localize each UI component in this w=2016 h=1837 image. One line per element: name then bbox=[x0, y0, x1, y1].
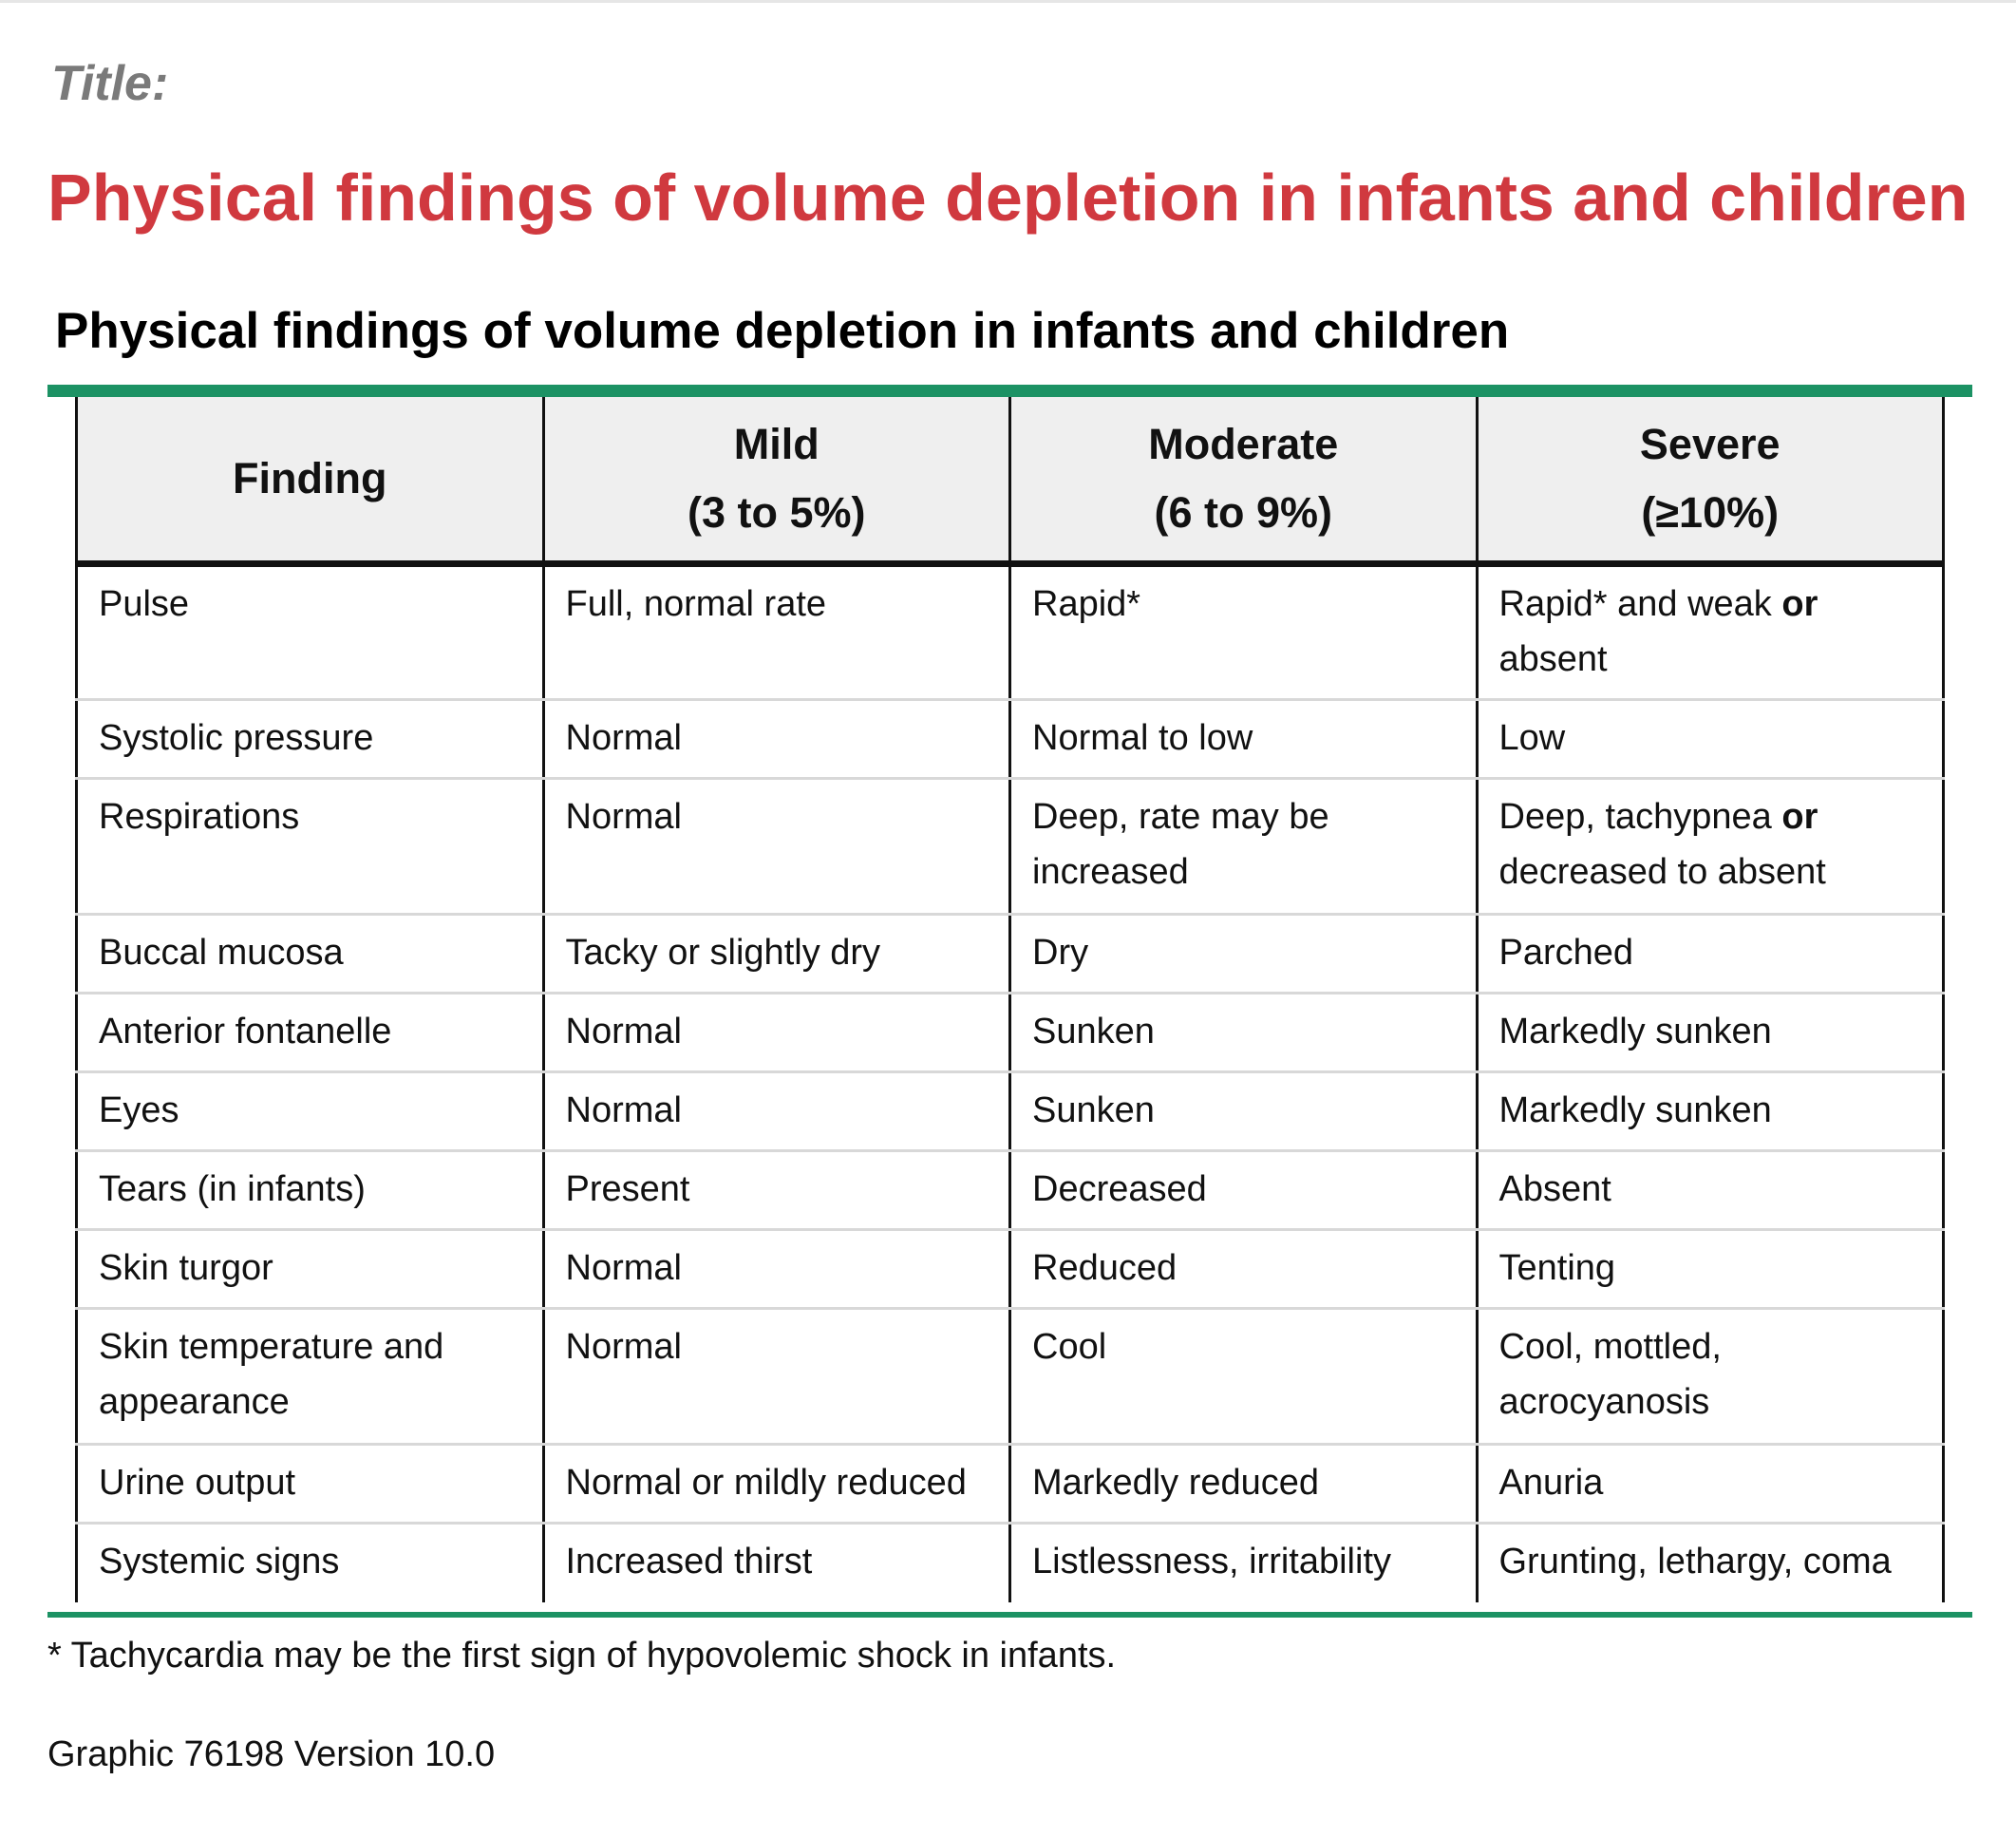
cell-severe: Low bbox=[1475, 699, 1945, 780]
cell-severe-conjunction: or bbox=[1781, 797, 1818, 837]
cell-finding-text: Skin temperature and bbox=[99, 1327, 444, 1367]
cell-mild: Normal bbox=[541, 699, 1011, 780]
cell-finding: Tears (in infants) bbox=[75, 1150, 545, 1231]
header-moderate-range: (6 to 9%) bbox=[1154, 488, 1332, 537]
footnote: * Tachycardia may be the first sign of h… bbox=[47, 1636, 1117, 1676]
table-bottom-rule bbox=[47, 1612, 1972, 1618]
table-row: Buccal mucosa Tacky or slightly dry Dry … bbox=[75, 914, 1945, 994]
cell-moderate: Normal to low bbox=[1008, 699, 1479, 780]
table-row: Respirations Normal Deep, rate may be inc… bbox=[75, 778, 1945, 916]
header-row: Finding Mild (3 to 5%) Moderate (6 to 9%) … bbox=[75, 397, 1945, 567]
cell-severe: Rapid* and weak or absent bbox=[1475, 563, 1945, 701]
cell-severe: Markedly sunken bbox=[1475, 993, 1945, 1073]
cell-moderate: Listlessness, irritability bbox=[1008, 1523, 1479, 1602]
cell-moderate: Dry bbox=[1008, 914, 1479, 994]
cell-severe: Absent bbox=[1475, 1150, 1945, 1231]
header-severe-range: (≥10%) bbox=[1641, 488, 1780, 537]
cell-moderate-text: Deep, rate may be bbox=[1032, 797, 1329, 837]
cell-finding: Eyes bbox=[75, 1071, 545, 1152]
header-mild: Mild (3 to 5%) bbox=[541, 397, 1011, 567]
cell-finding: Pulse bbox=[75, 563, 545, 701]
header-mild-range: (3 to 5%) bbox=[687, 488, 866, 537]
cell-mild: Normal bbox=[541, 1229, 1011, 1310]
table-row: Systemic signs Increased thirst Listless… bbox=[75, 1523, 1945, 1602]
findings-table: Finding Mild (3 to 5%) Moderate (6 to 9%) … bbox=[75, 397, 1945, 1602]
cell-mild: Normal or mildly reduced bbox=[541, 1444, 1011, 1525]
table-row: Anterior fontanelle Normal Sunken Marked… bbox=[75, 993, 1945, 1073]
cell-severe: Grunting, lethargy, coma bbox=[1475, 1523, 1945, 1602]
cell-mild: Full, normal rate bbox=[541, 563, 1011, 701]
cell-moderate: Rapid* bbox=[1008, 563, 1479, 701]
header-severe-label: Severe bbox=[1639, 420, 1780, 468]
cell-severe-text-2: decreased to absent bbox=[1498, 852, 1826, 892]
cell-moderate-text-2: increased bbox=[1032, 852, 1189, 892]
page-title: Physical findings of volume depletion in… bbox=[47, 161, 1969, 235]
cell-finding: Respirations bbox=[75, 778, 545, 916]
graphic-heading: Physical findings of volume depletion in… bbox=[55, 303, 1510, 359]
cell-mild: Increased thirst bbox=[541, 1523, 1011, 1602]
title-label: Title: bbox=[51, 56, 169, 111]
cell-severe: Parched bbox=[1475, 914, 1945, 994]
cell-moderate: Deep, rate may be increased bbox=[1008, 778, 1479, 916]
table-row: Skin turgor Normal Reduced Tenting bbox=[75, 1229, 1945, 1310]
cell-severe: Tenting bbox=[1475, 1229, 1945, 1310]
cell-finding: Skin temperature and appearance bbox=[75, 1308, 545, 1446]
header-finding-label: Finding bbox=[233, 454, 387, 502]
cell-mild: Normal bbox=[541, 1071, 1011, 1152]
cell-mild: Normal bbox=[541, 993, 1011, 1073]
cell-mild: Normal bbox=[541, 778, 1011, 916]
cell-severe-text: Rapid* and weak bbox=[1498, 584, 1772, 624]
cell-severe-text-2: acrocyanosis bbox=[1498, 1382, 1710, 1422]
table-row: Pulse Full, normal rate Rapid* Rapid* an… bbox=[75, 563, 1945, 701]
header-mild-label: Mild bbox=[733, 420, 820, 468]
header-moderate-label: Moderate bbox=[1148, 420, 1339, 468]
cell-finding: Urine output bbox=[75, 1444, 545, 1525]
top-divider bbox=[0, 0, 2016, 3]
header-moderate: Moderate (6 to 9%) bbox=[1008, 397, 1479, 567]
table-body: Pulse Full, normal rate Rapid* Rapid* an… bbox=[75, 563, 1945, 1602]
table-row: Systolic pressure Normal Normal to low L… bbox=[75, 699, 1945, 780]
cell-severe: Anuria bbox=[1475, 1444, 1945, 1525]
cell-finding: Skin turgor bbox=[75, 1229, 545, 1310]
cell-severe: Cool, mottled, acrocyanosis bbox=[1475, 1308, 1945, 1446]
cell-severe-conjunction: or bbox=[1781, 584, 1818, 624]
cell-severe: Markedly sunken bbox=[1475, 1071, 1945, 1152]
cell-finding-text-2: appearance bbox=[99, 1382, 290, 1422]
table-row: Urine output Normal or mildly reduced Ma… bbox=[75, 1444, 1945, 1525]
cell-severe: Deep, tachypnea or decreased to absent bbox=[1475, 778, 1945, 916]
cell-mild: Tacky or slightly dry bbox=[541, 914, 1011, 994]
cell-severe-text: Cool, mottled, bbox=[1498, 1327, 1722, 1367]
graphic-version: Graphic 76198 Version 10.0 bbox=[47, 1734, 496, 1774]
header-finding: Finding bbox=[75, 397, 545, 567]
cell-moderate: Decreased bbox=[1008, 1150, 1479, 1231]
table-row: Eyes Normal Sunken Markedly sunken bbox=[75, 1071, 1945, 1152]
cell-mild: Present bbox=[541, 1150, 1011, 1231]
cell-moderate: Sunken bbox=[1008, 1071, 1479, 1152]
cell-severe-text: Deep, tachypnea bbox=[1498, 797, 1772, 837]
table-row: Tears (in infants) Present Decreased Abs… bbox=[75, 1150, 1945, 1231]
cell-mild: Normal bbox=[541, 1308, 1011, 1446]
table-top-rule bbox=[47, 385, 1972, 397]
cell-moderate: Reduced bbox=[1008, 1229, 1479, 1310]
cell-moderate: Markedly reduced bbox=[1008, 1444, 1479, 1525]
cell-finding: Buccal mucosa bbox=[75, 914, 545, 994]
cell-moderate: Cool bbox=[1008, 1308, 1479, 1446]
cell-finding: Systolic pressure bbox=[75, 699, 545, 780]
table-header: Finding Mild (3 to 5%) Moderate (6 to 9%) … bbox=[75, 397, 1945, 567]
cell-severe-text-2: absent bbox=[1498, 639, 1608, 679]
cell-finding: Anterior fontanelle bbox=[75, 993, 545, 1073]
header-severe: Severe (≥10%) bbox=[1475, 397, 1945, 567]
cell-finding: Systemic signs bbox=[75, 1523, 545, 1602]
cell-moderate: Sunken bbox=[1008, 993, 1479, 1073]
table-row: Skin temperature and appearance Normal Co… bbox=[75, 1308, 1945, 1446]
